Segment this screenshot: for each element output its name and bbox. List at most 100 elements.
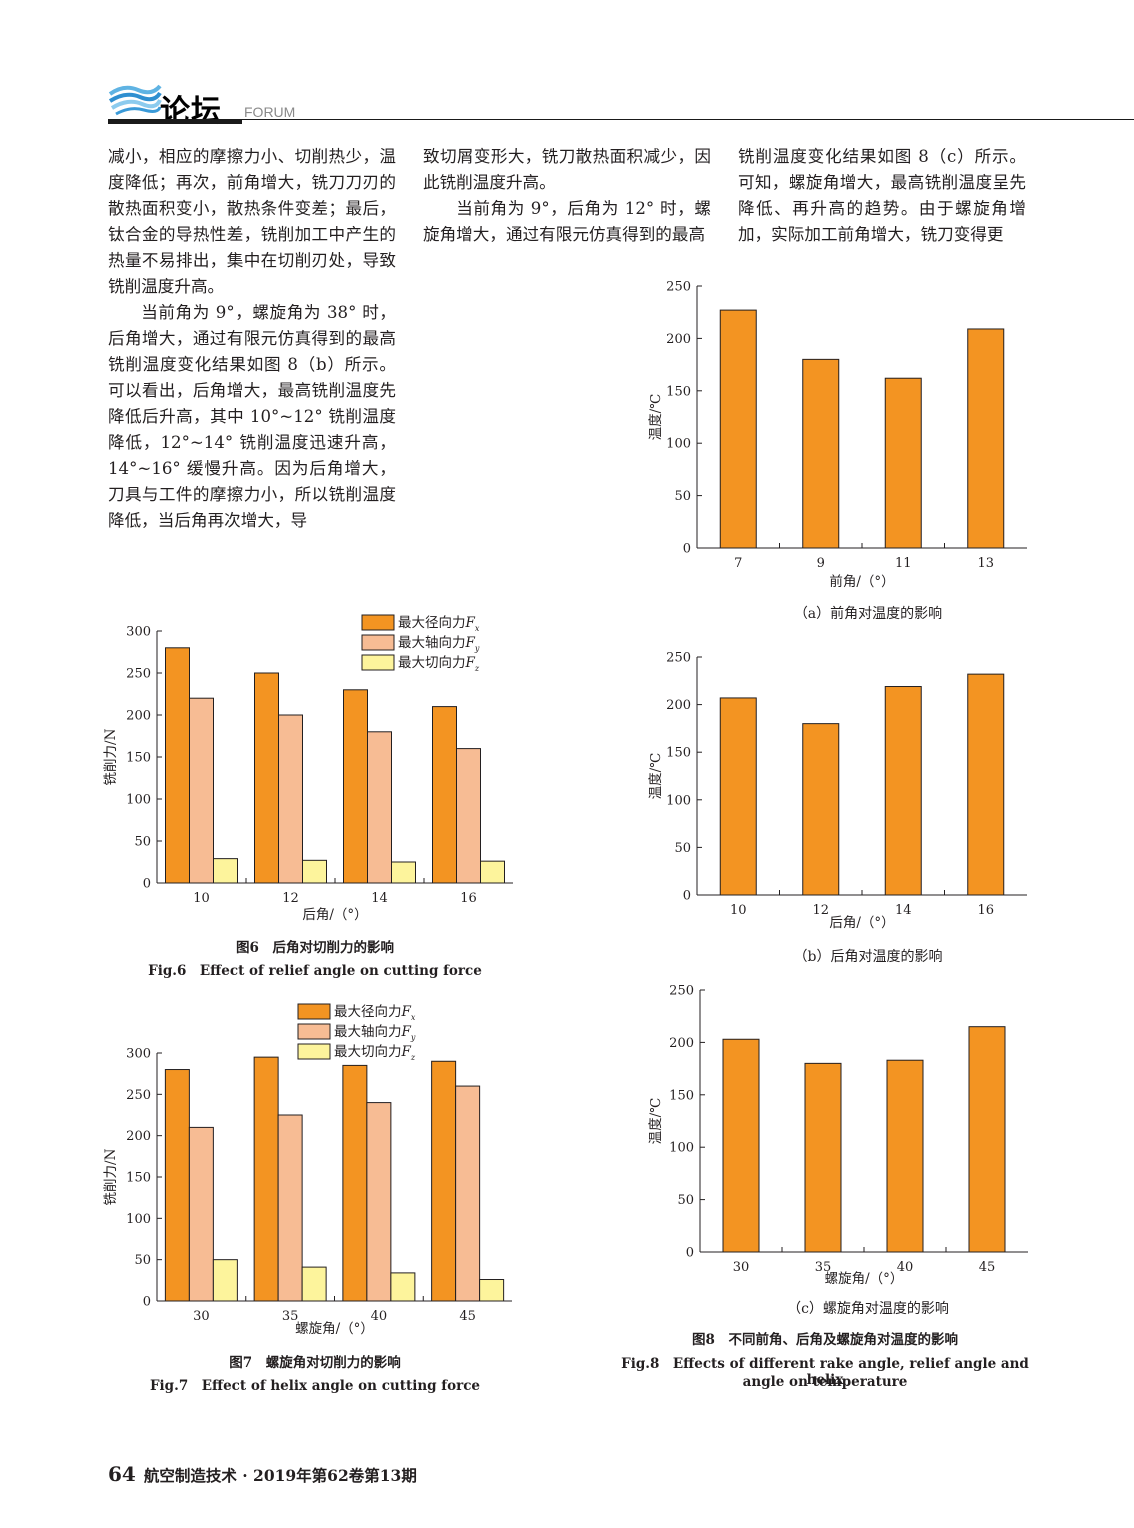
text-column-2: 致切屑变形大，铣刀散热面积减少，因此铣削温度升高。 当前角为 9°，后角为 12… [423,144,711,248]
fig8b-chart: 0 50 100 150 200 250 10 12 14 16 后角/（°） 温度/℃ [648,651,1027,931]
fig8b-caption: （b）后角对温度的影响 [793,949,943,965]
x-tick-label: 12 [282,891,299,906]
bar [342,1064,368,1302]
fig8-caption-en-2: angle on temperature [742,1374,908,1390]
bar [278,714,303,884]
bar [719,697,757,896]
legend-swatch [361,654,395,671]
bar [212,1259,238,1302]
bar [188,1126,214,1302]
section-subtitle: FORUM [244,104,296,120]
header-rule [242,119,1134,120]
paragraph: 当前角为 9°，螺旋角为 38° 时，后角增大，通过有限元仿真得到的最高铣削温度… [108,303,396,530]
paragraph: 减小，相应的摩擦力小、切削热少，温度降低；再次，前角增大，铣刀刀刃的散热面积变小… [108,147,396,296]
legend-swatch [361,634,395,651]
x-axis-title: 后角/（°） [302,907,367,923]
legend-label: 最大轴向力Fy [334,1024,416,1042]
fig8-caption-en: Fig.8 Effects of different rake angle, r… [621,1356,1029,1388]
y-tick-label: 150 [669,1088,694,1103]
y-tick-label: 200 [126,709,151,724]
bar [254,672,279,884]
y-axis-title: 铣削力/N [103,1148,119,1205]
bar [968,1026,1006,1253]
x-tick-label: 35 [815,1260,832,1275]
paragraph: 当前角为 9°，后角为 12° 时，螺旋角增大，通过有限元仿真得到的最高 [423,199,711,244]
y-tick-label: 150 [666,746,691,761]
y-tick-label: 150 [126,751,151,766]
x-tick-label: 14 [895,903,912,918]
legend-swatch [297,1043,331,1060]
fig7-chart: 0 50 100 150 200 250 300 30 35 40 45 螺旋角/（°） 铣削力/N 最大… [103,1003,512,1337]
bar [455,1085,481,1302]
paragraph: 致切屑变形大，铣刀散热面积减少，因此铣削温度升高。 [423,147,711,192]
bar [391,861,416,884]
y-tick-label: 0 [683,542,691,557]
y-tick-label: 50 [674,489,691,504]
fig6-chart: 0 50 100 150 200 250 300 10 12 14 16 后角/（°） 铣削力/N 最大径… [103,614,513,923]
legend-label: 最大径向力Fx [398,615,480,633]
bar [277,1114,303,1302]
y-tick-label: 0 [143,1295,151,1310]
bar [479,1279,505,1302]
y-tick-label: 50 [677,1193,694,1208]
y-tick-label: 100 [666,437,691,452]
bar [802,358,840,549]
legend-swatch [297,1003,331,1020]
y-tick-label: 300 [126,1047,151,1062]
y-tick-label: 50 [134,835,151,850]
y-tick-label: 250 [669,984,694,999]
paragraph: 铣削温度变化结果如图 8（c）所示。可知，螺旋角增大，最高铣削温度呈先降低、再升… [738,147,1026,244]
bar [884,377,922,549]
y-axis-title: 铣削力/N [103,728,119,785]
bar [886,1059,924,1253]
bar [804,1062,842,1253]
x-tick-label: 14 [371,891,388,906]
y-tick-label: 250 [126,1088,151,1103]
bar [967,673,1005,896]
bar [302,859,327,884]
x-tick-label: 45 [979,1260,996,1275]
legend-label: 最大切向力Fz [334,1044,416,1062]
bar [390,1272,416,1302]
bar [301,1266,327,1302]
fig8c-chart: 0 50 100 150 200 250 30 35 40 45 螺旋角/（°） 温度/℃ [648,984,1028,1287]
y-axis-title: 温度/℃ [648,1098,664,1145]
bar [432,706,457,884]
journal-logo-waves-icon [108,84,162,116]
y-tick-label: 100 [126,793,151,808]
x-tick-label: 11 [895,556,912,571]
fig8-caption-cn: 图8 不同前角、后角及螺旋角对温度的影响 [692,1332,958,1348]
fig8a-chart: 0 50 100 150 200 250 7 9 11 13 前角/（°） 温度/℃ [648,280,1027,590]
x-tick-label: 40 [897,1260,914,1275]
legend-label: 最大轴向力Fy [398,635,480,653]
text-column-1: 减小，相应的摩擦力小、切削热少，温度降低；再次，前角增大，铣刀刀刃的散热面积变小… [108,144,396,534]
x-tick-label: 35 [282,1309,299,1324]
x-tick-label: 16 [977,903,994,918]
y-tick-label: 200 [666,332,691,347]
y-axis-title: 温度/℃ [648,753,664,800]
fig6-caption-en: Fig.6 Effect of relief angle on cutting … [148,963,482,979]
bar [722,1038,760,1253]
legend-swatch [361,614,395,631]
x-tick-label: 13 [977,556,994,571]
bar [189,697,214,884]
x-tick-label: 9 [817,556,825,571]
x-axis-title: 螺旋角/（°） [295,1321,374,1337]
page-number: 64 [108,1462,136,1486]
bar [165,647,190,884]
y-tick-label: 0 [683,889,691,904]
x-axis-title: 后角/（°） [829,915,894,931]
x-axis-title: 前角/（°） [829,573,894,590]
x-tick-label: 10 [730,903,747,918]
fig8a-caption: （a）前角对温度的影响 [793,606,943,622]
legend-swatch [297,1023,331,1040]
text-column-3: 铣削温度变化结果如图 8（c）所示。可知，螺旋角增大，最高铣削温度呈先降低、再升… [738,144,1026,248]
page-footer: 64 航空制造技术 · 2019年第62卷第13期 [108,1462,417,1486]
y-tick-label: 0 [143,877,151,892]
y-axis-title: 温度/℃ [648,394,664,441]
bar [253,1056,279,1302]
x-tick-label: 16 [460,891,477,906]
fig6-caption-cn: 图6 后角对切削力的影响 [236,940,394,956]
x-tick-label: 40 [371,1309,388,1324]
bar [366,1102,392,1302]
